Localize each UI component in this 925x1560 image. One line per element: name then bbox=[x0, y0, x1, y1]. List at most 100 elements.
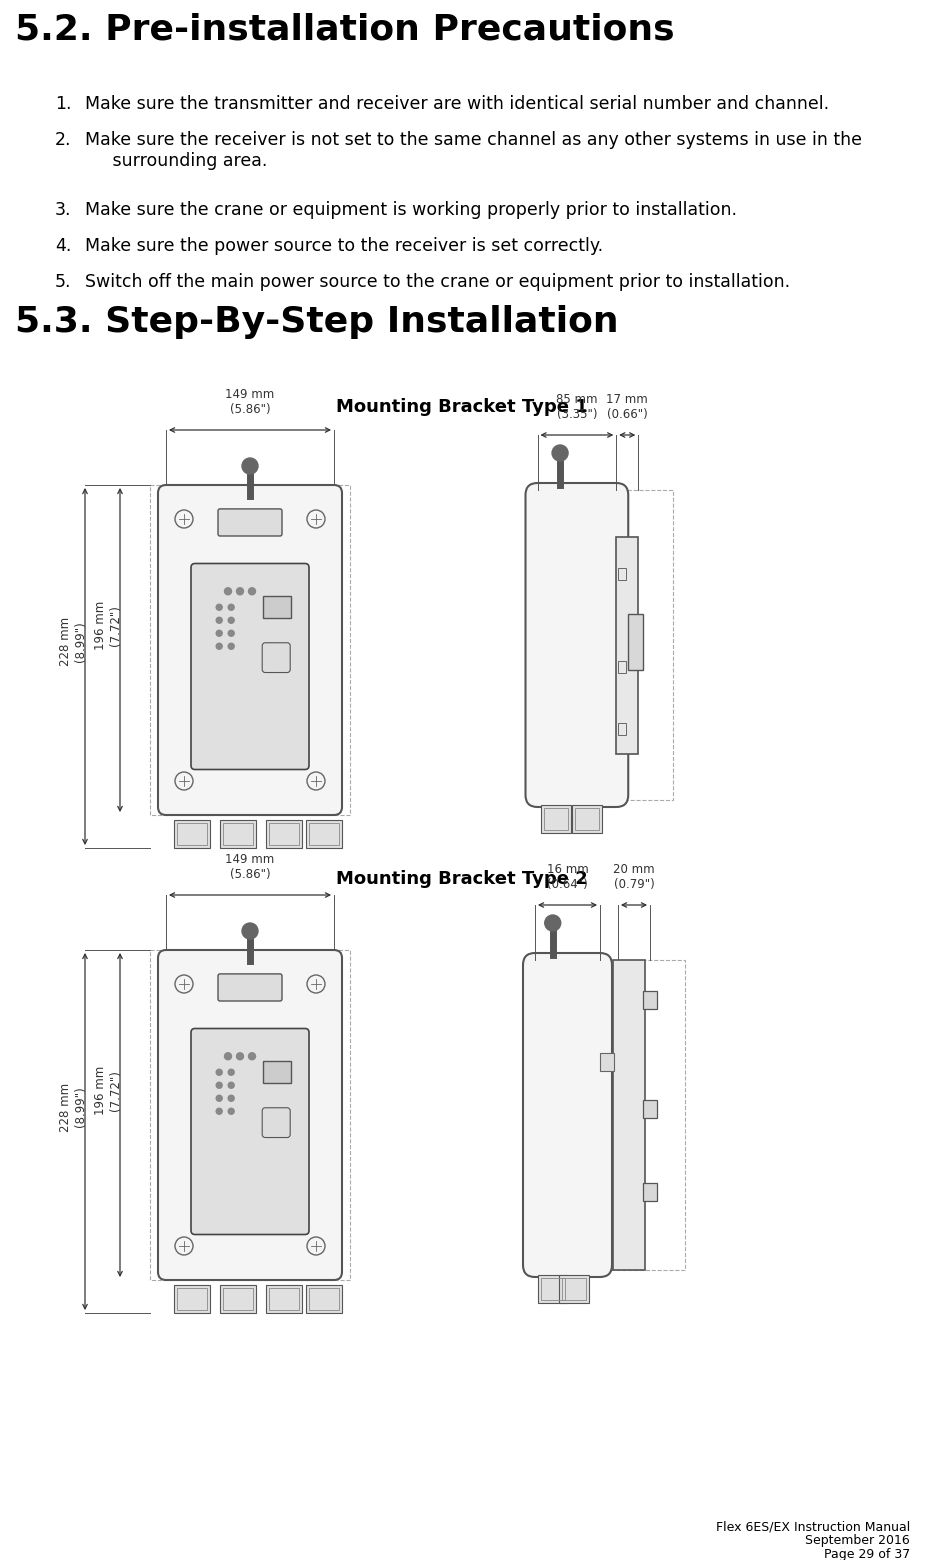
Circle shape bbox=[228, 643, 234, 649]
Text: 196 mm
(7.72"): 196 mm (7.72") bbox=[94, 1065, 122, 1115]
FancyBboxPatch shape bbox=[262, 643, 290, 672]
Bar bbox=[220, 821, 256, 849]
FancyBboxPatch shape bbox=[262, 1108, 290, 1137]
FancyBboxPatch shape bbox=[525, 484, 628, 807]
Circle shape bbox=[237, 588, 243, 594]
FancyBboxPatch shape bbox=[191, 1028, 309, 1234]
Text: 5.: 5. bbox=[55, 273, 71, 292]
Bar bbox=[306, 821, 342, 849]
Circle shape bbox=[545, 916, 561, 931]
FancyBboxPatch shape bbox=[158, 950, 342, 1281]
Circle shape bbox=[237, 1053, 243, 1059]
Bar bbox=[560, 1275, 589, 1303]
Bar bbox=[574, 808, 598, 830]
Bar bbox=[618, 660, 626, 672]
Bar bbox=[150, 950, 350, 1281]
Bar bbox=[530, 959, 685, 1270]
Bar bbox=[223, 1289, 253, 1310]
Bar bbox=[541, 1278, 565, 1299]
Bar bbox=[174, 1285, 210, 1314]
Bar bbox=[177, 824, 207, 846]
Bar bbox=[628, 615, 643, 669]
Bar bbox=[264, 596, 290, 618]
Text: Make sure the power source to the receiver is set correctly.: Make sure the power source to the receiv… bbox=[85, 237, 603, 254]
Circle shape bbox=[216, 1069, 222, 1075]
Bar bbox=[269, 824, 299, 846]
Text: Make sure the receiver is not set to the same channel as any other systems in us: Make sure the receiver is not set to the… bbox=[85, 131, 862, 170]
Text: 20 mm
(0.79"): 20 mm (0.79") bbox=[613, 863, 655, 891]
Text: 228 mm
(8.99"): 228 mm (8.99") bbox=[59, 618, 87, 666]
Circle shape bbox=[228, 1095, 234, 1101]
FancyBboxPatch shape bbox=[158, 485, 342, 814]
Bar bbox=[177, 1289, 207, 1310]
Bar bbox=[616, 537, 638, 753]
Bar bbox=[266, 821, 302, 849]
Text: Mounting Bracket Type 2: Mounting Bracket Type 2 bbox=[336, 870, 588, 888]
Circle shape bbox=[228, 618, 234, 624]
Bar bbox=[544, 808, 568, 830]
Text: September 2016: September 2016 bbox=[806, 1533, 910, 1548]
Text: 196 mm
(7.72"): 196 mm (7.72") bbox=[94, 601, 122, 651]
Circle shape bbox=[242, 924, 258, 939]
Bar bbox=[562, 1278, 586, 1299]
Text: 4.: 4. bbox=[55, 237, 71, 254]
Circle shape bbox=[216, 643, 222, 649]
Circle shape bbox=[228, 1083, 234, 1089]
Bar bbox=[643, 1182, 657, 1201]
Bar bbox=[306, 1285, 342, 1314]
Bar bbox=[269, 1289, 299, 1310]
Circle shape bbox=[552, 445, 568, 462]
FancyBboxPatch shape bbox=[218, 973, 282, 1002]
Circle shape bbox=[216, 1095, 222, 1101]
Bar bbox=[643, 991, 657, 1009]
Text: Switch off the main power source to the crane or equipment prior to installation: Switch off the main power source to the … bbox=[85, 273, 790, 292]
Text: 5.2. Pre-installation Precautions: 5.2. Pre-installation Precautions bbox=[15, 12, 674, 45]
Bar bbox=[618, 722, 626, 735]
Circle shape bbox=[242, 459, 258, 474]
Text: 85 mm
(3.35"): 85 mm (3.35") bbox=[556, 393, 598, 421]
Text: Flex 6ES/EX Instruction Manual: Flex 6ES/EX Instruction Manual bbox=[716, 1519, 910, 1533]
Bar bbox=[174, 821, 210, 849]
Bar bbox=[643, 1100, 657, 1117]
Bar bbox=[540, 805, 571, 833]
FancyBboxPatch shape bbox=[523, 953, 612, 1278]
Text: Page 29 of 37: Page 29 of 37 bbox=[824, 1548, 910, 1560]
Text: 149 mm
(5.86"): 149 mm (5.86") bbox=[226, 388, 275, 417]
Text: Mounting Bracket Type 1: Mounting Bracket Type 1 bbox=[336, 398, 588, 417]
Circle shape bbox=[216, 618, 222, 624]
Circle shape bbox=[228, 630, 234, 636]
Circle shape bbox=[249, 1053, 255, 1059]
Text: 17 mm
(0.66"): 17 mm (0.66") bbox=[607, 393, 648, 421]
Bar bbox=[618, 568, 626, 579]
Circle shape bbox=[225, 588, 231, 594]
Circle shape bbox=[225, 1053, 231, 1059]
Bar bbox=[223, 824, 253, 846]
Text: Make sure the transmitter and receiver are with identical serial number and chan: Make sure the transmitter and receiver a… bbox=[85, 95, 829, 112]
Bar bbox=[538, 1275, 568, 1303]
Text: 1.: 1. bbox=[55, 95, 71, 112]
Text: 149 mm
(5.86"): 149 mm (5.86") bbox=[226, 853, 275, 881]
Bar bbox=[220, 1285, 256, 1314]
Circle shape bbox=[216, 604, 222, 610]
Circle shape bbox=[228, 604, 234, 610]
Circle shape bbox=[216, 1108, 222, 1114]
Bar bbox=[613, 959, 645, 1270]
Circle shape bbox=[216, 1083, 222, 1089]
FancyBboxPatch shape bbox=[218, 509, 282, 537]
Bar bbox=[533, 490, 672, 800]
Bar bbox=[266, 1285, 302, 1314]
Bar bbox=[309, 1289, 339, 1310]
Circle shape bbox=[249, 588, 255, 594]
Text: 2.: 2. bbox=[55, 131, 71, 150]
Circle shape bbox=[228, 1069, 234, 1075]
Text: 5.3. Step-By-Step Installation: 5.3. Step-By-Step Installation bbox=[15, 306, 619, 339]
Text: 3.: 3. bbox=[55, 201, 71, 218]
Bar bbox=[150, 485, 350, 814]
Bar bbox=[309, 824, 339, 846]
Bar bbox=[600, 1053, 614, 1072]
Bar bbox=[572, 805, 602, 833]
Text: 16 mm
(0.64"): 16 mm (0.64") bbox=[547, 863, 588, 891]
Text: Make sure the crane or equipment is working properly prior to installation.: Make sure the crane or equipment is work… bbox=[85, 201, 737, 218]
Circle shape bbox=[228, 1108, 234, 1114]
Circle shape bbox=[216, 630, 222, 636]
